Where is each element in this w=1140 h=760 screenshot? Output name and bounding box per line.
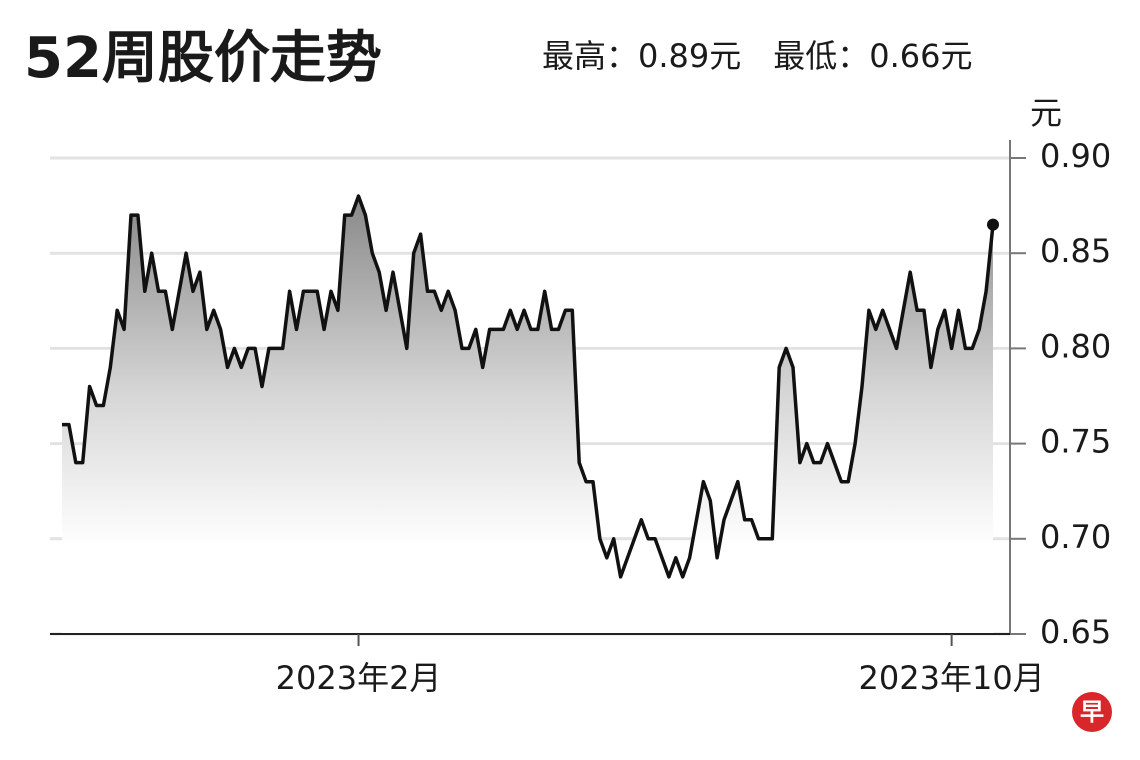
y-tick-label: 0.65 bbox=[1040, 613, 1111, 651]
y-tick-label: 0.85 bbox=[1040, 232, 1111, 270]
chart-title: 52周股价走势 bbox=[24, 26, 382, 91]
price-line bbox=[62, 194, 995, 579]
logo-circle bbox=[1072, 692, 1112, 732]
y-axis-label: 元 bbox=[1030, 94, 1062, 132]
x-tick-label: 2023年10月 bbox=[859, 659, 1045, 697]
logo-text: 早 bbox=[1080, 698, 1104, 726]
area-fill bbox=[62, 196, 993, 634]
x-tick-label: 2023年2月 bbox=[276, 659, 442, 697]
y-tick-label: 0.70 bbox=[1040, 518, 1111, 556]
logo: 早 bbox=[1072, 692, 1112, 732]
chart-subtitle: 最高：0.89元 最低：0.66元 bbox=[542, 37, 973, 75]
y-tick-label: 0.75 bbox=[1040, 423, 1111, 461]
y-tick-label: 0.80 bbox=[1040, 327, 1111, 365]
y-tick-label: 0.90 bbox=[1040, 137, 1111, 175]
end-marker bbox=[987, 218, 999, 231]
